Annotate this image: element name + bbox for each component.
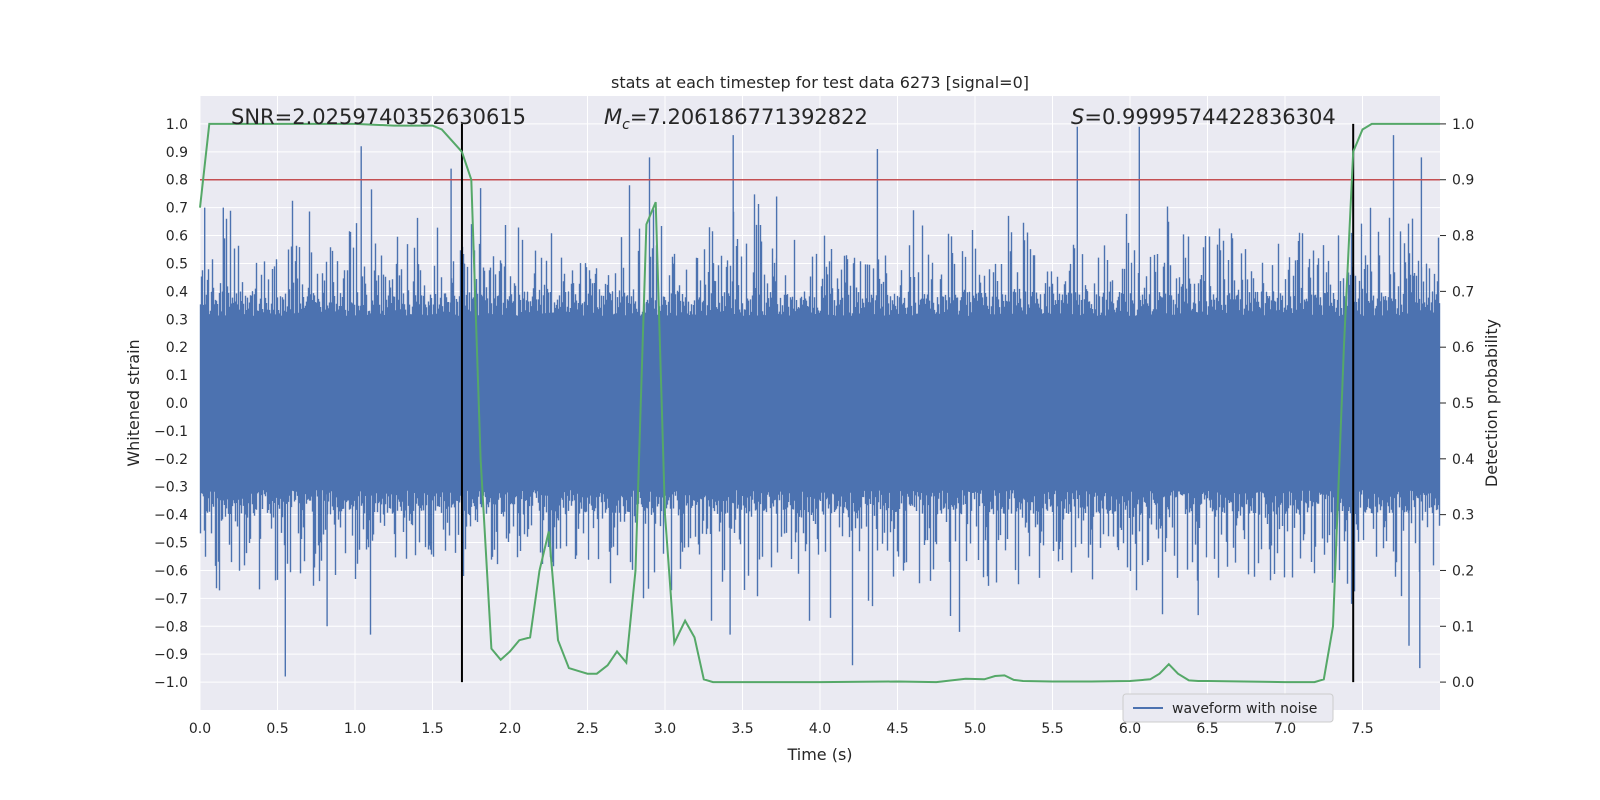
detection-probability-layer [199,122,1440,684]
x-tick-label: 3.5 [731,721,753,737]
s-value: =0.9999574422836304 [1084,105,1335,129]
y-tick-label: 0.4 [166,284,188,300]
y2-tick-label: 0.3 [1452,508,1474,524]
s-annotation: S=0.9999574422836304 [1071,105,1336,129]
x-tick-label: 6.5 [1196,721,1218,737]
y2-tick-labels: 0.0 0.1 0.2 0.3 0.4 0.5 0.6 0.7 0.8 0.9 1.0 [1440,117,1474,691]
y-tick-label: −0.9 [154,647,188,663]
waveform-series [199,126,1441,677]
x-tick-label: 1.5 [421,721,443,737]
detection-probability-line [199,122,1440,684]
x-tick-label: 2.5 [576,721,598,737]
y-tick-label: −0.6 [154,563,188,579]
y-tick-label: 0.8 [166,173,188,189]
y2-tick-label: 1.0 [1452,117,1474,133]
y2-tick-label: 0.6 [1452,340,1474,356]
x-tick-label: 1.0 [344,721,366,737]
y-tick-label: 0.2 [166,340,188,356]
waveform-layer [199,126,1441,677]
y-axis-label: Whitened strain [124,339,143,466]
x-tick-label: 7.5 [1351,721,1373,737]
y-tick-label: 0.6 [166,229,188,245]
y2-axis-label: Detection probability [1482,319,1501,487]
vertical-marker-layer [460,123,1355,683]
legend-box [1122,693,1334,723]
y-tick-label: 0.0 [166,396,188,412]
legend: waveform with noise [1122,693,1334,723]
x-tick-label: 3.0 [654,721,676,737]
y-tick-label: 0.7 [166,201,188,217]
chirp-mass-symbol: M [604,105,622,129]
x-axis-label: Time (s) [786,745,852,764]
y-tick-label: 0.3 [166,312,188,328]
y2-tick-label: 0.5 [1452,396,1474,412]
chart-title: stats at each timestep for test data 627… [611,73,1029,92]
x-tick-label: 4.5 [886,721,908,737]
y-tick-label: −0.2 [154,452,188,468]
s-symbol: S [1071,105,1084,129]
y-tick-label: 1.0 [166,117,188,133]
y2-tick-label: 0.2 [1452,563,1474,579]
x-tick-label: 2.0 [499,721,521,737]
legend-label-waveform: waveform with noise [1172,701,1317,717]
x-tick-label: 0.0 [189,721,211,737]
x-tick-label: 0.5 [266,721,288,737]
y2-tick-label: 0.1 [1452,619,1474,635]
x-tick-label: 6.0 [1119,721,1141,737]
y-tick-label: −0.5 [154,536,188,552]
y-tick-label: −1.0 [154,675,188,691]
y-tick-label: −0.4 [154,508,188,524]
y-tick-label: −0.3 [154,480,188,496]
y-tick-label: −0.1 [154,424,188,440]
x-tick-label: 7.0 [1274,721,1296,737]
y2-tick-label: 0.7 [1452,284,1474,300]
snr-annotation: SNR=2.0259740352630615 [231,105,526,129]
chirp-mass-annotation: Mc=7.206186771392822 [604,105,868,133]
y2-tick-label: 0.0 [1452,675,1474,691]
y-tick-label: 0.1 [166,368,188,384]
x-tick-labels: 0.0 0.5 1.0 1.5 2.0 2.5 3.0 3.5 4.0 4.5 5.0 5.5 6.0 6… [189,721,1374,737]
y-tick-label: −0.7 [154,591,188,607]
y-tick-label: 0.5 [166,256,188,272]
x-tick-label: 5.0 [964,721,986,737]
chirp-mass-subscript: c [622,117,630,133]
y-tick-label: −0.8 [154,619,188,635]
y2-tick-label: 0.4 [1452,452,1474,468]
chirp-mass-value: =7.206186771392822 [630,105,868,129]
x-tick-label: 4.0 [809,721,831,737]
y-tick-labels: −1.0 −0.9 −0.8 −0.7 −0.6 −0.5 −0.4 −0.3 −0.2 −0.1… [154,117,188,691]
y2-tick-label: 0.9 [1452,173,1474,189]
y-tick-label: 0.9 [166,145,188,161]
x-tick-label: 5.5 [1041,721,1063,737]
y2-tick-label: 0.8 [1452,229,1474,245]
